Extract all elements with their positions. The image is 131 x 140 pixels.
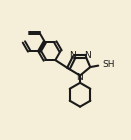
Text: SH: SH bbox=[102, 60, 114, 69]
Text: N: N bbox=[76, 73, 83, 82]
Text: N: N bbox=[69, 51, 76, 60]
Text: N: N bbox=[84, 51, 91, 60]
